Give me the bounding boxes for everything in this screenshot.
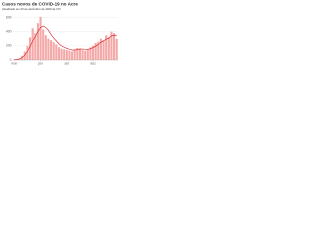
bar — [113, 33, 116, 60]
bar — [68, 50, 71, 60]
bar — [34, 33, 37, 60]
bar — [60, 48, 63, 60]
chart: Casos novos de COVID-19 no Acre Atualiza… — [2, 2, 118, 65]
bar — [44, 35, 47, 60]
line — [14, 25, 117, 60]
x-tick-label: dez — [90, 61, 96, 65]
bar — [86, 49, 89, 60]
y-tick-label: 400 — [6, 30, 12, 34]
bar — [47, 38, 50, 60]
bar — [115, 38, 118, 60]
bar — [78, 48, 81, 60]
y-tick-label: 600 — [6, 15, 12, 19]
bar — [107, 37, 110, 60]
bar — [26, 45, 29, 60]
bar — [39, 16, 42, 60]
bar — [110, 31, 113, 60]
bar — [65, 50, 68, 60]
bar — [31, 28, 34, 60]
bar — [29, 37, 32, 60]
x-tick-label: mar — [11, 61, 18, 65]
bar — [50, 40, 53, 60]
bar — [55, 44, 58, 60]
bar — [81, 50, 84, 60]
bar — [99, 38, 102, 60]
bar — [89, 47, 92, 60]
y-tick-label: 0 — [10, 58, 12, 62]
x-tick-label: jun — [37, 61, 43, 65]
bar — [105, 35, 108, 60]
chart-subtitle: Atualizado em 23 de dezembro de 2020 às … — [2, 7, 61, 11]
bar — [97, 41, 100, 60]
bar — [23, 51, 26, 60]
chart-title: Casos novos de COVID-19 no Acre — [2, 2, 78, 7]
bar — [36, 23, 39, 60]
bar — [71, 51, 74, 60]
bar — [94, 43, 97, 60]
x-tick-label: set — [65, 61, 70, 65]
y-tick-label: 200 — [6, 44, 12, 48]
bar — [84, 50, 87, 60]
bar — [76, 47, 79, 60]
bar — [102, 40, 105, 60]
bar — [42, 29, 45, 60]
bar — [57, 47, 60, 60]
bar — [21, 55, 24, 60]
bar — [63, 49, 66, 60]
bar — [92, 45, 95, 60]
bar — [73, 49, 76, 60]
bar — [52, 42, 55, 60]
bar — [18, 58, 21, 60]
